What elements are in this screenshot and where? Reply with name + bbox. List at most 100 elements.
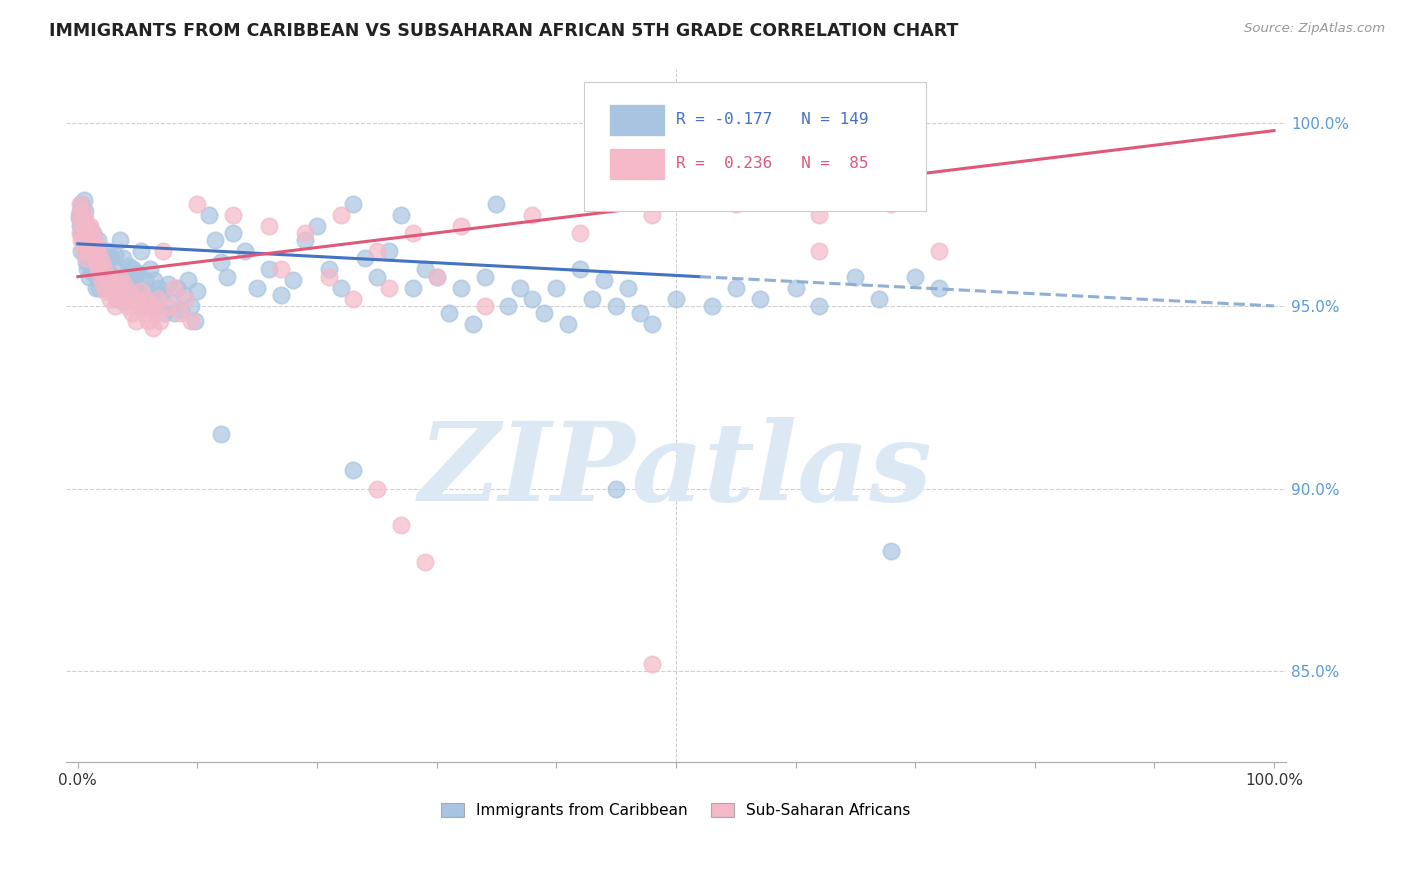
Point bbox=[108, 269, 131, 284]
Point bbox=[96, 255, 118, 269]
Point bbox=[617, 280, 640, 294]
Point bbox=[437, 306, 460, 320]
Point bbox=[86, 269, 108, 284]
Point bbox=[110, 285, 132, 299]
Point bbox=[93, 262, 115, 277]
Point bbox=[122, 292, 145, 306]
Point bbox=[72, 233, 94, 247]
Point bbox=[129, 285, 152, 299]
Point bbox=[121, 262, 143, 277]
Point bbox=[138, 313, 160, 327]
Point bbox=[70, 244, 93, 259]
Point bbox=[665, 292, 688, 306]
Point bbox=[149, 313, 172, 327]
Text: R =  0.236   N =  85: R = 0.236 N = 85 bbox=[676, 156, 869, 171]
Point bbox=[125, 313, 148, 327]
Point bbox=[114, 280, 136, 294]
Point bbox=[82, 226, 104, 240]
Point bbox=[641, 208, 664, 222]
Point bbox=[141, 292, 163, 306]
Point bbox=[222, 226, 245, 240]
Point bbox=[217, 269, 239, 284]
Point bbox=[134, 273, 156, 287]
Point bbox=[546, 280, 568, 294]
Point bbox=[593, 273, 616, 287]
Point bbox=[533, 306, 555, 320]
Point bbox=[366, 482, 388, 496]
Point bbox=[72, 208, 94, 222]
Point bbox=[73, 211, 96, 226]
Point bbox=[75, 233, 97, 247]
Point bbox=[91, 248, 114, 262]
Point bbox=[641, 317, 664, 331]
Point bbox=[294, 226, 316, 240]
Point bbox=[160, 295, 183, 310]
Point bbox=[136, 285, 159, 299]
Point bbox=[75, 226, 97, 240]
Point bbox=[73, 236, 96, 251]
Point bbox=[98, 292, 121, 306]
Point bbox=[128, 299, 150, 313]
Point bbox=[107, 277, 129, 291]
Text: Source: ZipAtlas.com: Source: ZipAtlas.com bbox=[1244, 22, 1385, 36]
Point bbox=[342, 463, 364, 477]
Point bbox=[79, 240, 101, 254]
Point bbox=[84, 262, 107, 277]
Point bbox=[104, 299, 127, 313]
Point bbox=[72, 229, 94, 244]
Point bbox=[413, 262, 436, 277]
Point bbox=[89, 262, 111, 277]
Point bbox=[257, 219, 280, 233]
Point bbox=[450, 219, 472, 233]
Point bbox=[115, 266, 138, 280]
Point bbox=[257, 262, 280, 277]
Point bbox=[724, 196, 747, 211]
Point bbox=[129, 244, 152, 259]
Point bbox=[177, 273, 200, 287]
Point bbox=[97, 266, 120, 280]
Point bbox=[569, 226, 592, 240]
Point bbox=[844, 269, 866, 284]
Point bbox=[70, 226, 93, 240]
Point bbox=[222, 208, 245, 222]
Point bbox=[173, 288, 195, 302]
Point bbox=[581, 292, 603, 306]
Point bbox=[209, 426, 232, 441]
Text: ZIPatlas: ZIPatlas bbox=[419, 417, 932, 524]
Point bbox=[79, 222, 101, 236]
Point bbox=[498, 299, 520, 313]
Point bbox=[402, 226, 425, 240]
Point bbox=[880, 543, 903, 558]
Point bbox=[209, 255, 232, 269]
Text: R = -0.177   N = 149: R = -0.177 N = 149 bbox=[676, 112, 869, 128]
Point bbox=[928, 244, 950, 259]
Point bbox=[76, 226, 98, 240]
Point bbox=[72, 203, 94, 218]
Point bbox=[426, 269, 449, 284]
Point bbox=[82, 244, 104, 259]
Point bbox=[474, 299, 496, 313]
Point bbox=[73, 248, 96, 262]
Point bbox=[354, 252, 377, 266]
Point bbox=[73, 222, 96, 236]
Point bbox=[174, 292, 197, 306]
Point bbox=[748, 292, 770, 306]
Point bbox=[101, 259, 124, 273]
Point bbox=[77, 269, 100, 284]
Point bbox=[75, 255, 97, 269]
Point bbox=[461, 317, 484, 331]
Point bbox=[474, 269, 496, 284]
Point bbox=[93, 262, 115, 277]
Point bbox=[366, 244, 388, 259]
Point bbox=[77, 233, 100, 247]
Point bbox=[90, 255, 112, 269]
Point bbox=[450, 280, 472, 294]
Point bbox=[72, 222, 94, 236]
Point bbox=[125, 277, 148, 291]
Point bbox=[153, 306, 176, 320]
Point bbox=[880, 196, 903, 211]
Point bbox=[90, 269, 112, 284]
Point bbox=[75, 219, 97, 233]
Point bbox=[166, 280, 188, 294]
Point bbox=[90, 277, 112, 291]
